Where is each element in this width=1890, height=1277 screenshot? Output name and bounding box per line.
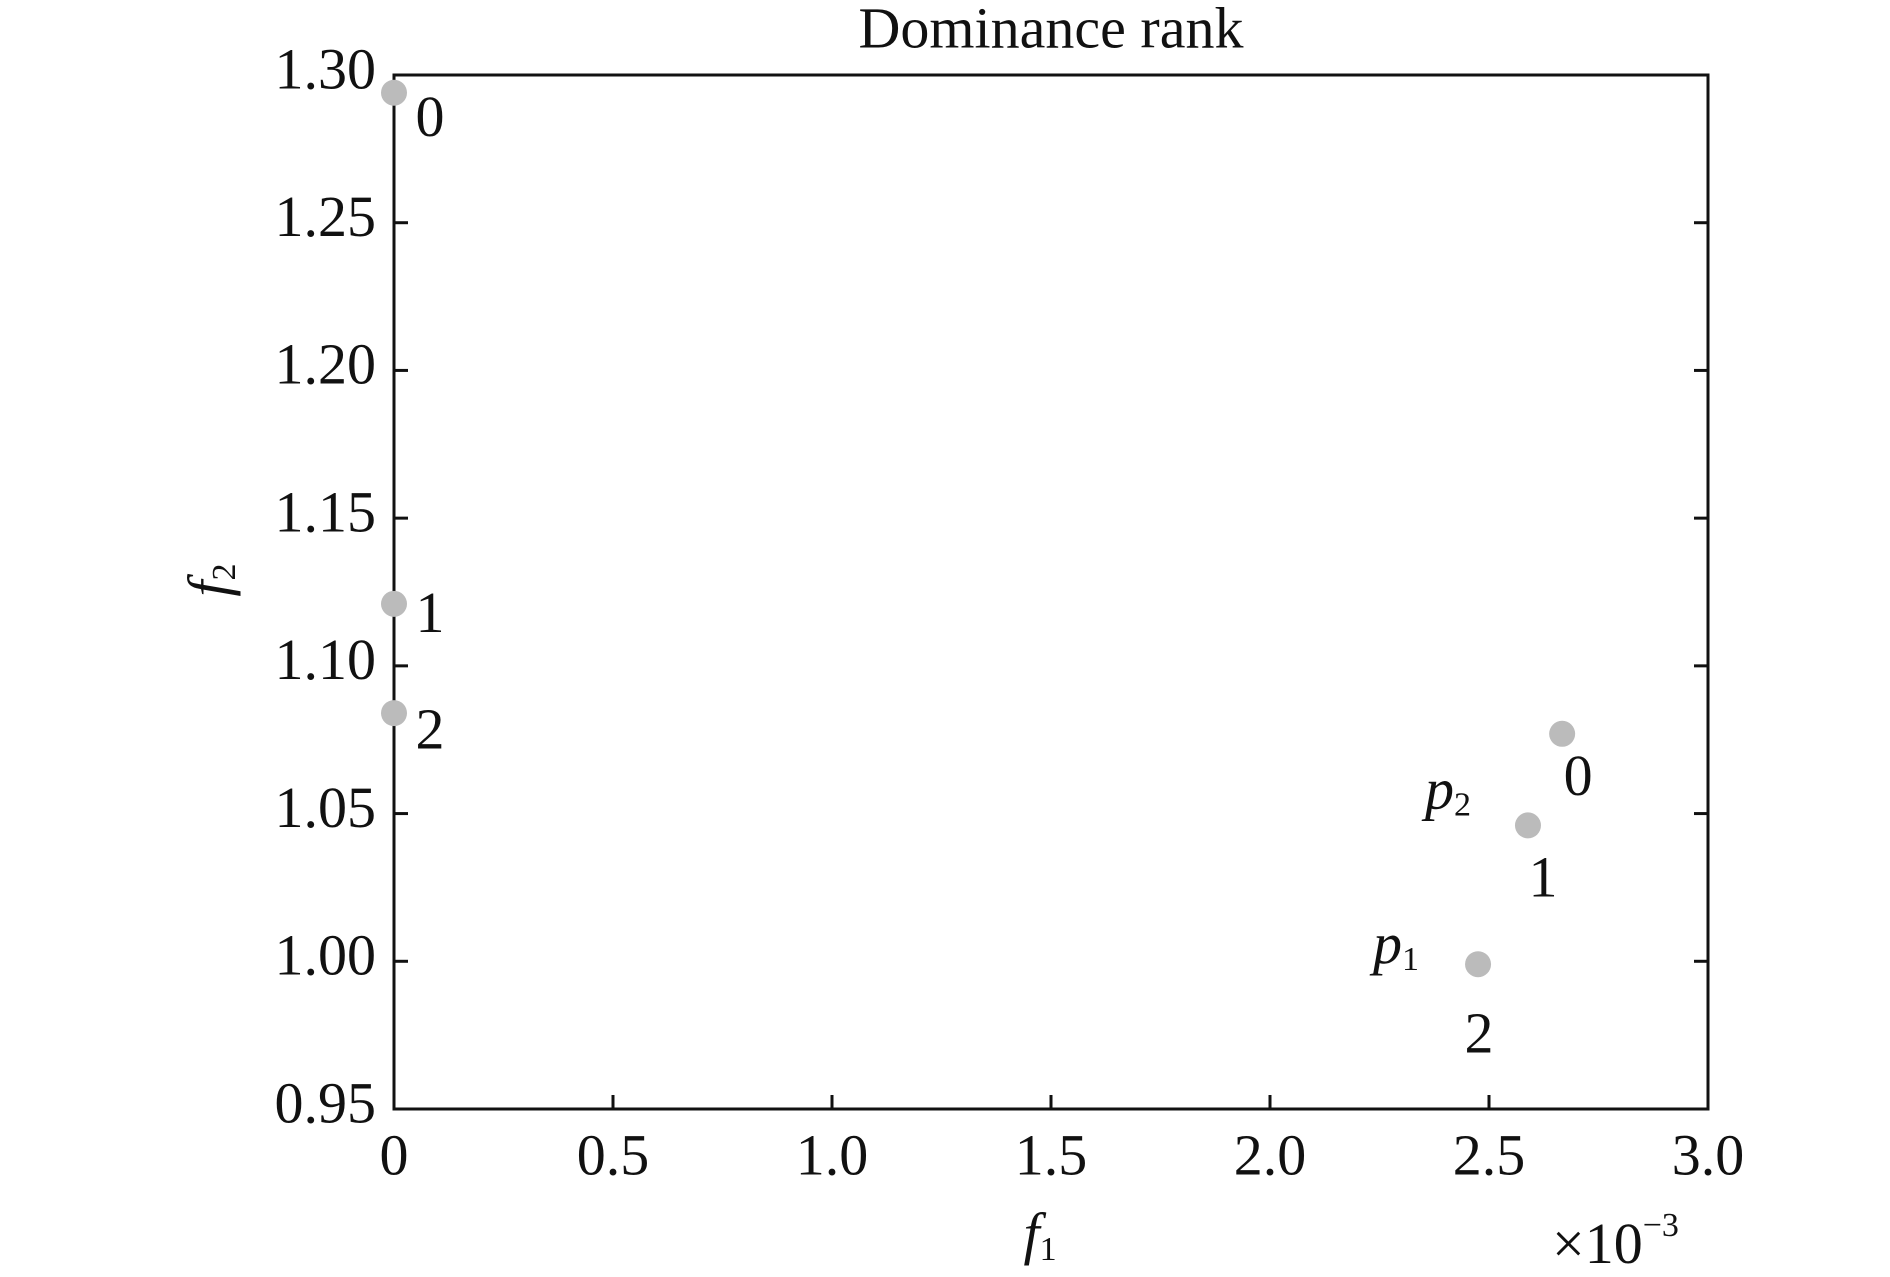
point-annotation-text: p: [1369, 912, 1402, 977]
y-tick-label: 1.20: [275, 332, 377, 397]
y-tick-label: 0.95: [275, 1070, 377, 1135]
point: [1514, 812, 1541, 839]
x-tick-label: 0: [380, 1122, 409, 1187]
x-tick-label: 2.0: [1234, 1122, 1307, 1187]
y-axis-label: f2: [176, 563, 242, 596]
chart-title: Dominance rank: [859, 0, 1244, 60]
y-tick-label: 1.00: [275, 923, 377, 988]
x-tick-label: 1.0: [796, 1122, 869, 1187]
x-multiplier-superscript: −3: [1643, 1207, 1679, 1244]
x-multiplier: ×10−3: [1552, 1207, 1679, 1277]
y-tick-label: 1.30: [275, 36, 377, 101]
rank-label: 1: [1528, 845, 1557, 910]
point-annotation-subscript: 2: [1454, 786, 1471, 823]
rank-label: 0: [416, 84, 445, 149]
point-annotation: p2: [1421, 757, 1471, 823]
x-multiplier-text: ×10: [1552, 1211, 1643, 1276]
rank-label: 0: [1564, 743, 1593, 808]
rank-label: 1: [416, 580, 445, 645]
x-tick-label: 2.5: [1453, 1122, 1526, 1187]
x-axis-label: f1: [1023, 1201, 1056, 1267]
point: [1549, 720, 1576, 747]
point-annotation: p1: [1369, 912, 1419, 978]
y-tick-label: 1.15: [275, 479, 377, 544]
rank-label: 2: [1465, 1001, 1494, 1066]
y-axis-label-subscript: 2: [206, 563, 243, 580]
x-tick-label: 1.5: [1015, 1122, 1088, 1187]
x-tick-label: 3.0: [1672, 1122, 1745, 1187]
point-annotation-subscript: 1: [1402, 941, 1419, 978]
rank-label: 2: [416, 696, 445, 761]
point: [381, 700, 407, 727]
y-tick-label: 1.25: [275, 184, 377, 249]
point: [381, 590, 407, 617]
point: [381, 79, 407, 106]
y-tick-label: 1.05: [275, 775, 377, 840]
x-axis-label-subscript: 1: [1040, 1231, 1057, 1268]
plot-frame: [392, 73, 1710, 1111]
point: [1465, 951, 1492, 978]
x-tick-label: 0.5: [577, 1122, 650, 1187]
y-tick-label: 1.10: [275, 627, 377, 692]
point-annotation-text: p: [1421, 757, 1454, 822]
